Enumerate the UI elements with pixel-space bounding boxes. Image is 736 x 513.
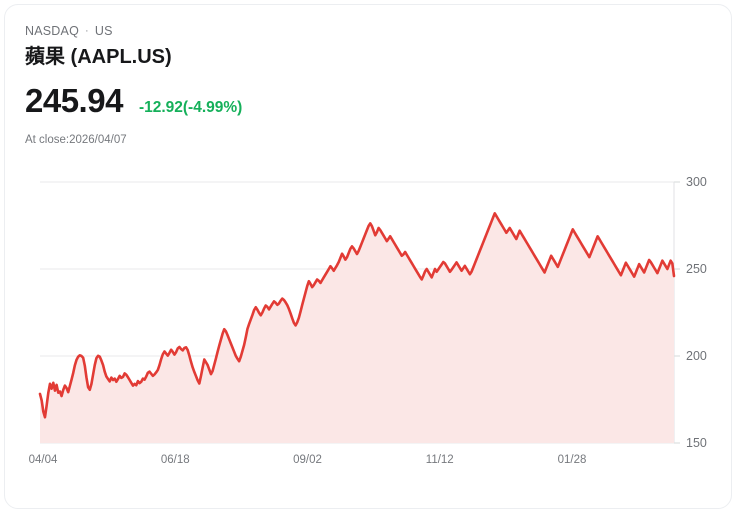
stock-quote-card: NASDAQ · US 蘋果 (AAPL.US) 245.94 -12.92(-4.… xyxy=(4,4,732,509)
x-tick-label: 09/02 xyxy=(293,454,322,466)
exchange-row: NASDAQ · US xyxy=(25,23,711,39)
page-title: 蘋果 (AAPL.US) xyxy=(25,46,172,68)
x-tick-label: 06/18 xyxy=(160,454,190,466)
x-tick-label: 11/12 xyxy=(425,454,454,466)
x-tick-label: 04/04 xyxy=(28,454,58,466)
y-tick-label: 250 xyxy=(686,262,707,276)
y-tick-label: 300 xyxy=(686,175,707,189)
quote-header: NASDAQ · US 蘋果 (AAPL.US) 245.94 -12.92(-4.… xyxy=(25,23,711,148)
y-tick-label: 150 xyxy=(686,436,707,450)
market-status: At close:2026/04/07 xyxy=(25,134,127,146)
exchange-name: NASDAQ xyxy=(25,24,79,38)
x-tick-label: 01/28 xyxy=(557,454,587,466)
y-tick-label: 200 xyxy=(686,349,707,363)
region-label: US xyxy=(94,24,113,38)
chart-area-fill xyxy=(40,213,674,443)
chart-price-line xyxy=(38,212,676,419)
price-row: 245.94 -12.92(-4.99%) xyxy=(25,82,711,120)
price-change: -12.92(-4.99%) xyxy=(138,99,243,116)
separator-dot: · xyxy=(85,25,89,37)
last-price: 245.94 xyxy=(25,82,123,119)
